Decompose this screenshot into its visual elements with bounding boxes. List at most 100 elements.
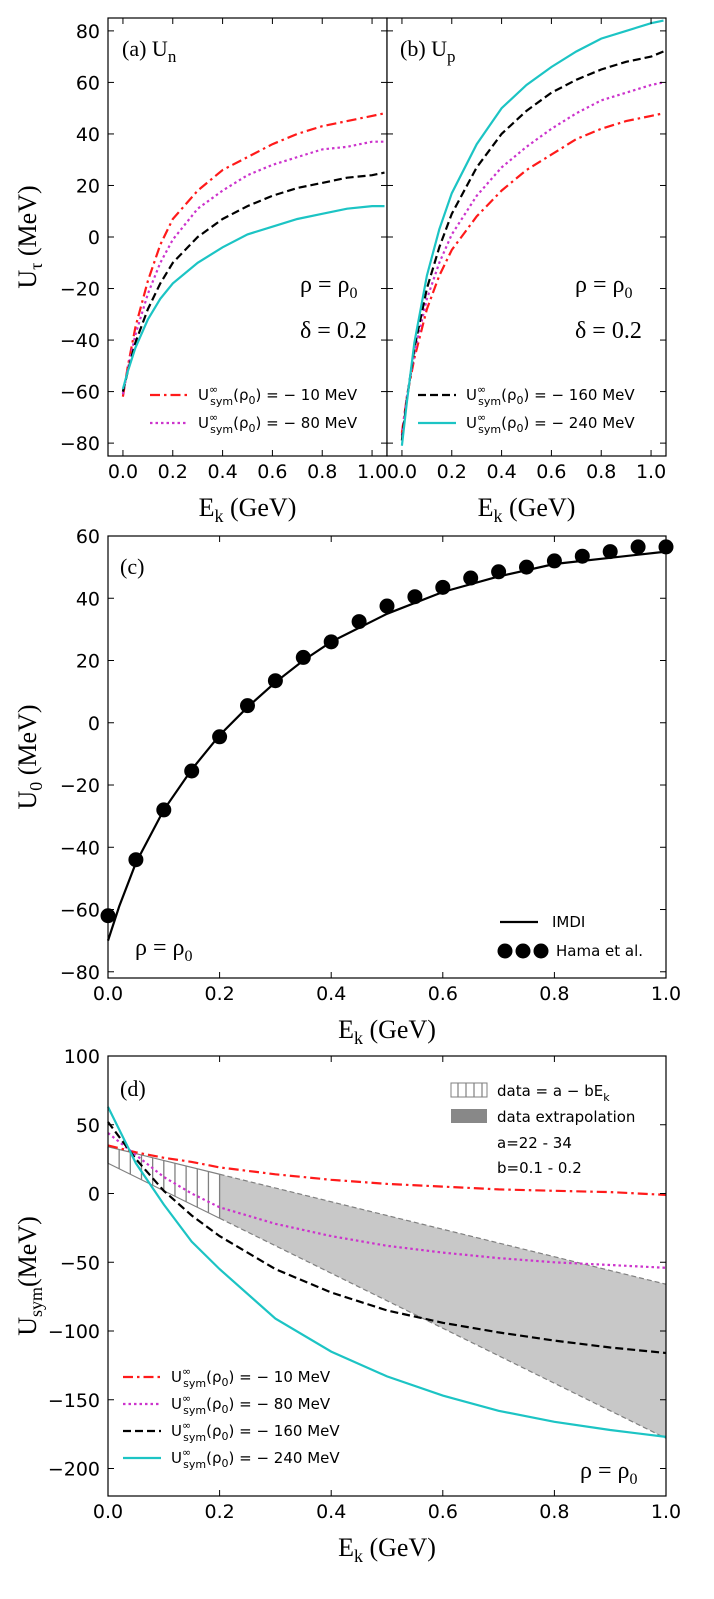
legend-label-sub: sym — [478, 395, 501, 408]
hama-data-point — [463, 570, 479, 586]
x-tick-label: 0.0 — [108, 461, 138, 483]
y-axis-label-unit: (MeV) — [13, 704, 42, 781]
rho-annotation: ρ = ρ0 — [300, 272, 358, 302]
y-axis-label: Usym(MeV) — [13, 1216, 46, 1336]
x-axis-label-unit: (GeV) — [223, 493, 296, 522]
x-tick-label: 0.2 — [158, 461, 188, 483]
legend-label-sub: sym — [210, 395, 233, 408]
hama-data-point — [574, 548, 590, 564]
series-line-black — [107, 1121, 667, 1355]
legend-label-sub: sym — [183, 1431, 206, 1444]
hama-data-point — [602, 544, 618, 560]
x-axis-label-sub: k — [493, 506, 502, 526]
y-tick-label: −60 — [60, 382, 100, 404]
legend-label-rho-sub: 0 — [249, 394, 256, 407]
y-tick-label: −60 — [60, 900, 100, 922]
panel-label: (a) Un — [122, 36, 177, 66]
legend-label-u: U — [466, 386, 477, 404]
legend-label-u: U — [171, 1449, 182, 1467]
y-tick-label: 80 — [76, 21, 100, 43]
hama-data-point — [435, 579, 451, 595]
y-tick-label: 60 — [76, 72, 100, 94]
x-tick-label: 0.0 — [93, 1501, 123, 1523]
x-tick-label: 0.2 — [437, 461, 467, 483]
legend-label-hama: Hama et al. — [556, 942, 643, 960]
y-tick-label: 20 — [76, 175, 100, 197]
y-axis-label-main: U — [13, 1317, 42, 1336]
y-axis-label: Uτ (MeV) — [13, 185, 46, 288]
y-tick-label: 0 — [88, 713, 100, 735]
y-tick-label: −50 — [60, 1252, 100, 1274]
legend-label-sup: ∞ — [477, 383, 486, 396]
delta-annotation: δ = 0.2 — [300, 318, 367, 344]
series-line-cyan — [400, 19, 664, 446]
legend-label-rho-sub: 0 — [249, 422, 256, 435]
legend-swatch-band — [451, 1109, 487, 1123]
y-tick-label: 50 — [76, 1115, 100, 1137]
y-axis-label-main: U — [13, 791, 42, 810]
hama-data-point — [491, 564, 507, 580]
x-tick-label: 1.0 — [357, 461, 387, 483]
series-line-magenta — [107, 1132, 667, 1269]
panel-title-sub: p — [447, 47, 456, 66]
hama-data-point — [156, 802, 172, 818]
y-tick-label: −40 — [60, 837, 100, 859]
x-tick-label: 1.0 — [651, 983, 681, 1005]
a-range-annotation: a=22 - 34 — [497, 1134, 572, 1152]
legend-label-value: ) = − 10 MeV — [256, 386, 358, 404]
legend-label-u: U — [466, 414, 477, 432]
legend-label-imdi: IMDI — [552, 913, 585, 931]
x-axis-label: Ek (GeV) — [338, 1015, 436, 1048]
series-line-red — [400, 112, 664, 433]
x-axis-label-main: E — [338, 1015, 354, 1044]
plot-frame — [107, 535, 667, 979]
legend-label-rho: (ρ — [206, 1422, 221, 1440]
rho-annotation: ρ = ρ0 — [575, 272, 633, 302]
hama-data-point — [323, 634, 339, 650]
legend-label-rho-sub: 0 — [222, 1457, 229, 1470]
legend-label-u: U — [171, 1422, 182, 1440]
x-tick-label: 0.8 — [586, 461, 616, 483]
x-axis-label: Ek (GeV) — [478, 493, 576, 526]
legend-label-rho: (ρ — [206, 1368, 221, 1386]
x-tick-label: 1.0 — [636, 461, 666, 483]
legend-label: U∞ sym(ρ0) = − 80 MeV — [171, 1392, 331, 1417]
x-axis-label-unit: (GeV) — [363, 1015, 436, 1044]
series-line-red — [121, 112, 385, 397]
hama-data-point — [240, 698, 255, 714]
hama-data-point — [128, 852, 144, 868]
legend-swatch-hatch — [450, 1082, 488, 1098]
plot-frame — [107, 1055, 667, 1497]
plot-background — [108, 18, 387, 456]
legend-label-sub: sym — [183, 1458, 206, 1471]
rho-main: ρ = ρ — [135, 935, 185, 961]
x-tick-label: 0.8 — [307, 461, 337, 483]
x-tick-label: 0.8 — [539, 983, 569, 1005]
x-tick-label: 0.2 — [204, 1501, 234, 1523]
series-line-black — [400, 50, 664, 441]
x-tick-label: 0.6 — [536, 461, 566, 483]
x-axis-label-unit: (GeV) — [363, 1533, 436, 1562]
x-axis-label-sub: k — [214, 506, 223, 526]
panel-title-main: U — [426, 36, 448, 61]
y-tick-label: −20 — [60, 279, 100, 301]
legend-label-rho-sub: 0 — [517, 422, 524, 435]
data-upper-edge — [107, 1146, 220, 1175]
legend-label-value: ) = − 160 MeV — [229, 1422, 341, 1440]
hama-data-point — [184, 763, 200, 779]
legend-label: U∞ sym(ρ0) = − 10 MeV — [171, 1365, 331, 1390]
y-axis-label-sub: sym — [26, 1287, 46, 1317]
legend-label-value: ) = − 80 MeV — [229, 1395, 331, 1413]
hama-data-point — [546, 553, 562, 569]
series-line-magenta — [121, 140, 385, 395]
hama-data-point — [519, 559, 534, 575]
x-tick-label: 0.4 — [316, 983, 346, 1005]
y-tick-label: 40 — [76, 124, 100, 146]
y-axis-label-main: U — [13, 270, 42, 289]
y-tick-label: 40 — [76, 588, 100, 610]
y-tick-label: −200 — [48, 1459, 100, 1481]
panel-title-sub: n — [168, 47, 177, 66]
legend-data-main: data = a − bE — [497, 1082, 603, 1100]
legend-swatch-hama — [515, 943, 531, 959]
y-tick-label: 100 — [64, 1046, 100, 1068]
